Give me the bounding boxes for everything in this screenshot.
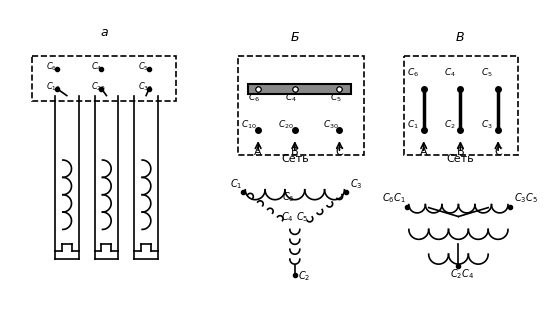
Text: $C_{6}$: $C_{6}$ [46,61,57,73]
Text: $C_5$: $C_5$ [481,67,493,79]
Text: $C_1$: $C_1$ [407,118,419,131]
Text: $C_2$: $C_2$ [444,118,455,131]
Text: В: В [456,31,464,44]
Text: $C_6$: $C_6$ [282,191,294,204]
Text: $C_{4}$: $C_{4}$ [90,61,102,73]
Text: $C_6$: $C_6$ [407,67,419,79]
Text: Сеть: Сеть [447,154,474,164]
Text: $C_4$: $C_4$ [285,92,297,104]
Text: A: A [420,147,428,157]
Text: C: C [494,147,502,157]
Text: B: B [291,147,299,157]
Text: $C_4$: $C_4$ [444,67,456,79]
Text: $C_{20}$: $C_{20}$ [90,81,105,93]
Text: $C_6$: $C_6$ [249,92,260,104]
Text: B: B [457,147,464,157]
Text: а: а [101,26,109,39]
Text: $C_2$: $C_2$ [298,269,310,283]
Text: C: C [336,147,343,157]
Text: $C_{30}$: $C_{30}$ [322,118,338,131]
Text: $C_{10}$: $C_{10}$ [241,118,257,131]
Text: $C_{10}$: $C_{10}$ [46,81,61,93]
Text: $C_1$: $C_1$ [230,177,243,191]
Text: $C_3$: $C_3$ [350,177,363,191]
Text: $C_5$: $C_5$ [329,92,341,104]
Text: $C_4$: $C_4$ [281,211,294,224]
Text: Б: Б [290,31,299,44]
Text: $C_{30}$: $C_{30}$ [138,81,153,93]
Text: $C_{5}$: $C_{5}$ [138,61,149,73]
Text: $C_2C_4$: $C_2C_4$ [451,267,475,281]
Text: $C_{20}$: $C_{20}$ [278,118,294,131]
Text: Сеть: Сеть [281,154,309,164]
Text: $C_3C_5$: $C_3C_5$ [514,192,538,205]
Text: A: A [255,147,262,157]
Text: $C_6C_1$: $C_6C_1$ [382,192,406,205]
Text: $C_3$: $C_3$ [481,118,493,131]
Text: $C_5$: $C_5$ [296,211,309,224]
FancyBboxPatch shape [249,84,352,94]
